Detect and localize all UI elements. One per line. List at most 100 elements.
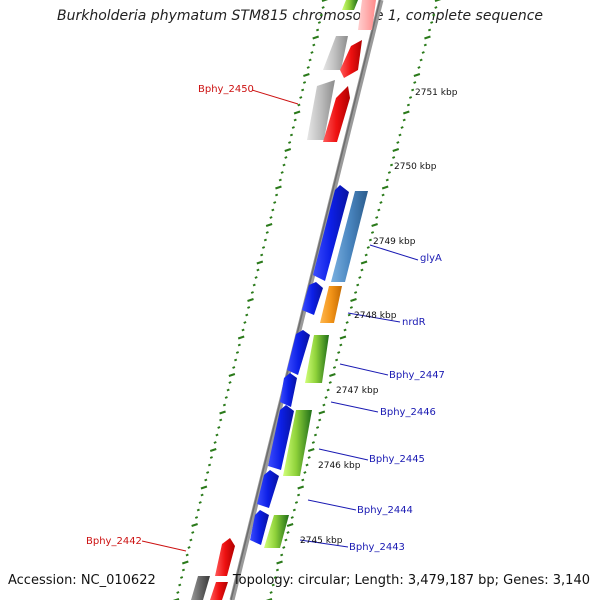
scale-tick <box>293 110 301 115</box>
scale-tick <box>358 276 362 279</box>
scale-tick <box>263 238 267 242</box>
scale-tick <box>375 216 379 219</box>
scale-tick <box>245 313 249 317</box>
scale-tick <box>282 163 286 167</box>
scale-tick <box>347 313 351 317</box>
scale-tick <box>303 471 307 474</box>
scale-tick <box>247 298 254 302</box>
gene-label-nrdr: nrdR <box>402 317 426 328</box>
scale-tick <box>178 583 182 587</box>
gene-label-bphy-2447: Bphy_2447 <box>389 370 445 381</box>
scale-tick <box>278 178 282 182</box>
scale-tick <box>237 335 245 340</box>
scale-tick <box>276 560 283 565</box>
scale-tick <box>381 185 389 190</box>
scale-tick <box>228 381 232 384</box>
gene-bphy-2445 <box>283 410 312 476</box>
scale-tick <box>235 351 240 354</box>
scale-tick <box>301 478 305 482</box>
scale-tick <box>364 253 368 257</box>
scale-tick <box>226 388 230 392</box>
scale-tick <box>370 231 375 234</box>
scale-tick <box>396 141 400 144</box>
tick-label-2751: 2751 kbp <box>415 88 458 98</box>
scale-tick <box>318 418 322 422</box>
scale-tick <box>315 28 320 32</box>
scale-tick <box>339 335 347 340</box>
scale-tick <box>343 328 347 332</box>
scale-tick <box>434 0 442 2</box>
gene-top-pink <box>358 0 376 30</box>
scale-tick <box>252 283 256 287</box>
scale-tick <box>307 456 311 459</box>
scale-tick <box>181 568 186 572</box>
scale-ticks <box>172 0 442 600</box>
scale-tick <box>290 516 294 519</box>
scale-tick <box>219 410 226 415</box>
scale-tick <box>284 148 292 152</box>
gene-blue-7 <box>250 510 269 545</box>
scale-tick <box>402 110 410 115</box>
scale-tick <box>228 373 236 377</box>
scale-tick <box>294 501 299 504</box>
scale-tick <box>312 43 316 47</box>
scale-tick <box>419 58 423 62</box>
gene-top-gray <box>323 36 348 70</box>
scale-tick <box>234 358 238 362</box>
gene-blue-3 <box>287 330 310 375</box>
scale-tick <box>313 433 318 437</box>
scale-tick <box>209 456 213 459</box>
accession-text: Accession: NC_010622 <box>8 573 156 588</box>
scale-tick <box>185 553 189 557</box>
label-leaders <box>141 89 419 552</box>
scale-tick <box>261 246 266 249</box>
scale-tick <box>256 260 264 265</box>
scale-tick <box>392 148 400 152</box>
scale-tick <box>269 216 273 219</box>
scale-tick <box>392 156 396 159</box>
scale-tick <box>297 103 301 107</box>
scale-tick <box>219 418 223 422</box>
scale-tick <box>293 118 297 122</box>
gene-label-bphy-2442: Bphy_2442 <box>86 536 142 547</box>
tick-label-2750: 2750 kbp <box>394 162 437 172</box>
scale-tick <box>318 410 326 415</box>
map-title: Burkholderia phymatum STM815 chromosome … <box>56 8 543 24</box>
scale-tick <box>434 6 438 9</box>
scale-tick <box>247 306 251 309</box>
scale-tick <box>291 126 295 129</box>
scale-tick <box>349 306 353 309</box>
gene-bphy-2443 <box>264 515 289 548</box>
scale-tick <box>301 88 305 92</box>
scale-tick <box>299 96 303 99</box>
scale-tick <box>196 508 200 512</box>
scale-tick <box>180 576 184 579</box>
scale-tick <box>265 231 269 234</box>
gene-red-arrow-2 <box>323 86 350 142</box>
scale-tick <box>335 358 339 362</box>
scale-tick <box>324 396 328 399</box>
gene-nrdr <box>320 286 342 323</box>
gene-bphy-2444 <box>257 470 279 508</box>
scale-tick <box>194 516 199 519</box>
scale-tick <box>379 201 383 204</box>
scale-tick <box>421 51 425 54</box>
tick-label-2745: 2745 kbp <box>300 536 343 546</box>
scale-tick <box>360 268 364 272</box>
scale-tick <box>385 178 389 182</box>
scale-tick <box>310 51 314 54</box>
scale-tick <box>417 66 421 69</box>
scale-tick <box>387 171 391 174</box>
scale-tick <box>423 43 427 47</box>
gene-glya <box>331 191 368 282</box>
scale-tick <box>260 253 264 257</box>
scale-tick <box>326 388 330 392</box>
scale-tick <box>292 508 296 512</box>
scale-tick <box>316 426 320 429</box>
scale-tick <box>371 223 378 227</box>
gene-label-bphy-2443: Bphy_2443 <box>349 542 405 553</box>
scale-tick <box>237 343 241 347</box>
scale-tick <box>176 591 180 594</box>
gene-bphy-2446 <box>280 373 297 407</box>
gene-gray-bphy-2450 <box>307 80 335 140</box>
